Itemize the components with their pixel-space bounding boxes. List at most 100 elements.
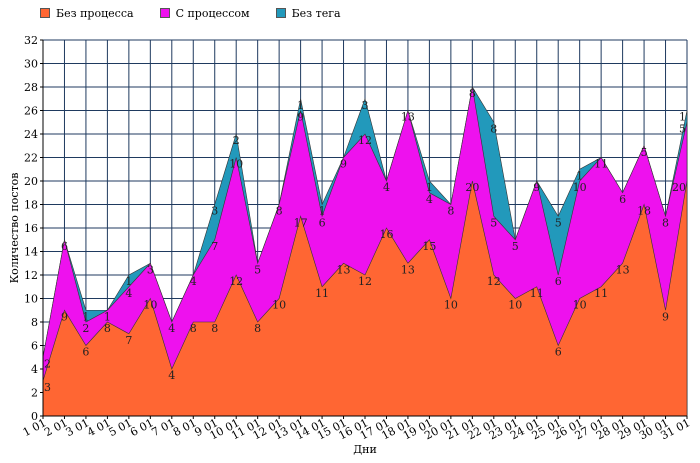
data-label: 6 xyxy=(319,216,326,229)
y-tick-label: 22 xyxy=(24,152,38,165)
data-label: 10 xyxy=(229,158,243,171)
data-label: 20 xyxy=(465,181,479,194)
data-label: 3 xyxy=(362,99,369,112)
data-label: 8 xyxy=(254,322,261,335)
data-label: 8 xyxy=(211,322,218,335)
y-tick-label: 26 xyxy=(24,105,38,118)
data-label: 3 xyxy=(211,205,218,218)
data-label: 5 xyxy=(679,122,686,135)
legend-label-no-tag: Без тега xyxy=(291,6,341,20)
data-label: 4 xyxy=(168,369,175,382)
data-label: 13 xyxy=(401,111,415,124)
data-label: 11 xyxy=(315,287,329,300)
legend-item-with-process: С процессом xyxy=(159,6,250,20)
data-label: 1 xyxy=(104,310,111,323)
data-label: 5 xyxy=(555,216,562,229)
data-label: 2 xyxy=(233,134,240,147)
legend-item-no-process: Без процесса xyxy=(40,7,134,20)
data-label: 8 xyxy=(447,205,454,218)
data-label: 8 xyxy=(104,322,111,335)
data-label: 3 xyxy=(147,263,154,276)
data-label: 9 xyxy=(533,181,540,194)
legend-label-no-process: Без процесса xyxy=(56,6,134,20)
data-label: 10 xyxy=(143,299,157,312)
data-label: 1 xyxy=(576,169,583,182)
data-label: 17 xyxy=(294,216,308,229)
data-label: 6 xyxy=(555,346,562,359)
data-label: 7 xyxy=(125,334,132,347)
data-label: 16 xyxy=(379,228,393,241)
y-tick-label: 28 xyxy=(24,81,38,94)
data-label: 10 xyxy=(444,299,458,312)
data-label: 1 xyxy=(426,181,433,194)
data-label: 13 xyxy=(401,263,415,276)
data-label: 4 xyxy=(168,322,175,335)
data-label: 3 xyxy=(44,381,51,394)
data-label: 12 xyxy=(229,275,243,288)
data-label: 9 xyxy=(662,310,669,323)
data-label: 11 xyxy=(594,287,608,300)
data-label: 5 xyxy=(641,146,648,159)
y-tick-label: 10 xyxy=(24,293,38,306)
data-label: 5 xyxy=(512,240,519,253)
data-label: 8 xyxy=(662,216,669,229)
data-label: 4 xyxy=(190,275,197,288)
data-label: 6 xyxy=(82,346,89,359)
data-label: 12 xyxy=(358,275,372,288)
series-areas xyxy=(42,86,688,417)
data-label: 4 xyxy=(383,181,390,194)
data-label: 10 xyxy=(508,299,522,312)
data-label: 2 xyxy=(44,357,51,370)
data-label: 8 xyxy=(490,122,497,135)
y-tick-label: 6 xyxy=(31,340,38,353)
data-label: 20 xyxy=(672,181,686,194)
data-label: 5 xyxy=(490,216,497,229)
y-tick-label: 4 xyxy=(31,363,38,376)
data-label: 12 xyxy=(358,134,372,147)
data-label: 1 xyxy=(82,310,89,323)
data-label: 9 xyxy=(297,111,304,124)
data-label: 4 xyxy=(426,193,433,206)
data-label: 9 xyxy=(61,310,68,323)
data-label: 11 xyxy=(530,287,544,300)
y-tick-label: 30 xyxy=(24,58,38,71)
data-label: 8 xyxy=(190,322,197,335)
data-label: 18 xyxy=(637,205,651,218)
data-label: 13 xyxy=(337,263,351,276)
data-label: 4 xyxy=(125,287,132,300)
legend-label-with-process: С процессом xyxy=(175,6,250,20)
y-tick-label: 32 xyxy=(24,34,38,47)
y-tick-label: 20 xyxy=(24,175,38,188)
data-label: 1 xyxy=(319,205,326,218)
legend-item-no-tag: Без тега xyxy=(275,6,341,20)
series-area xyxy=(42,180,688,417)
legend-swatch-no-tag xyxy=(275,8,286,18)
y-tick-label: 2 xyxy=(31,387,38,400)
data-label: 1 xyxy=(297,99,304,112)
data-label: 6 xyxy=(555,275,562,288)
data-label: 6 xyxy=(61,240,68,253)
y-tick-label: 24 xyxy=(24,128,38,141)
legend-swatch-with-process xyxy=(159,8,170,18)
data-label: 15 xyxy=(422,240,436,253)
data-label: 8 xyxy=(469,87,476,100)
data-label: 10 xyxy=(573,181,587,194)
y-tick-label: 0 xyxy=(31,410,38,423)
legend-swatch-no-process xyxy=(40,8,50,18)
data-label: 1 xyxy=(679,111,686,124)
y-tick-label: 18 xyxy=(24,199,38,212)
y-tick-label: 14 xyxy=(24,246,38,259)
y-tick-label: 12 xyxy=(24,269,38,282)
data-label: 7 xyxy=(211,240,218,253)
y-axis-label: Количество постов xyxy=(8,173,21,284)
data-label: 5 xyxy=(254,263,261,276)
legend: Без процесса С процессом Без тега xyxy=(0,3,367,23)
data-label: 13 xyxy=(616,263,630,276)
data-label: 8 xyxy=(276,205,283,218)
data-label: 11 xyxy=(594,158,608,171)
data-label: 9 xyxy=(340,158,347,171)
data-label: 10 xyxy=(573,299,587,312)
data-label: 10 xyxy=(272,299,286,312)
